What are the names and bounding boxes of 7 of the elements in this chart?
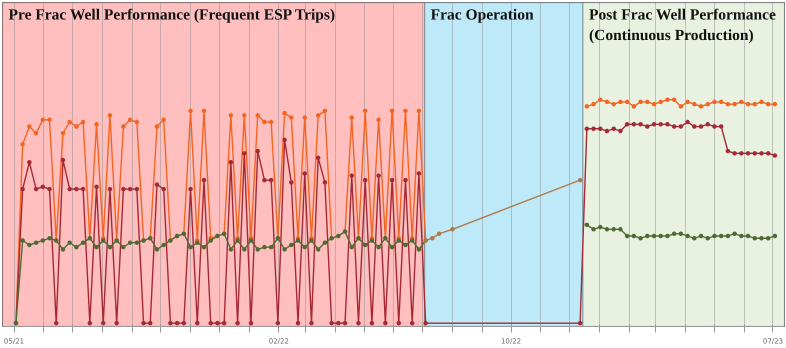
band-label: Post Frac Well Performance (Continuous Production) <box>589 6 776 44</box>
band-label: Frac Operation <box>430 6 534 24</box>
band-label: Pre Frac Well Performance (Frequent ESP Trips) <box>8 6 336 24</box>
point <box>436 232 442 236</box>
point <box>450 227 455 232</box>
point <box>430 236 435 240</box>
point <box>578 178 582 182</box>
